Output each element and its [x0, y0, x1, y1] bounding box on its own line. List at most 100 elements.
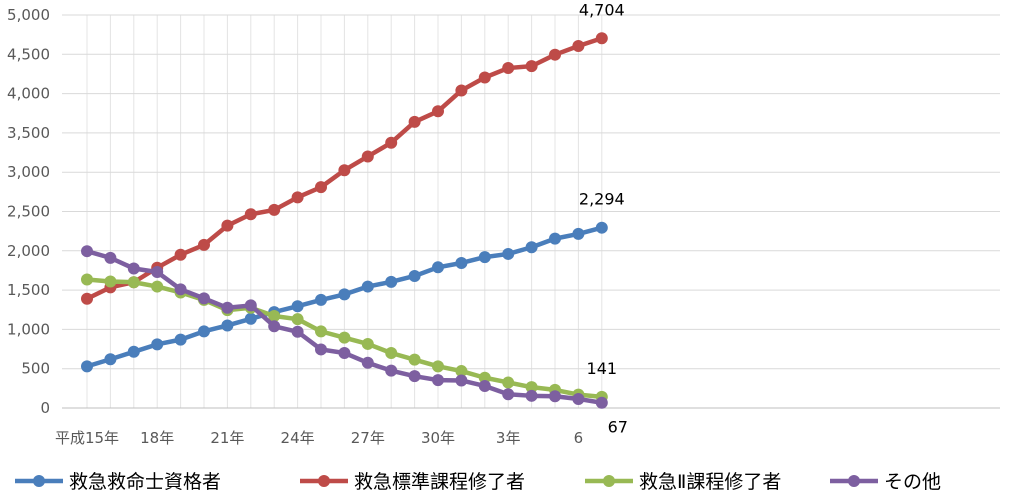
x-tick-label: 平成15年	[55, 429, 119, 447]
data-point	[502, 62, 515, 75]
data-point	[81, 292, 93, 305]
series-lines	[81, 32, 608, 409]
data-point	[291, 300, 304, 313]
data-point	[268, 203, 281, 216]
y-tick-label: 2,500	[7, 203, 50, 221]
legend-label: 救急救命士資格者	[69, 471, 221, 493]
x-tick-label: 18年	[140, 429, 174, 447]
series-3	[81, 245, 608, 409]
data-point	[478, 371, 491, 384]
data-point	[478, 71, 491, 84]
legend-item: 救急救命士資格者	[15, 471, 221, 493]
data-point	[104, 275, 117, 288]
y-tick-label: 4,000	[7, 85, 50, 103]
data-point	[595, 396, 608, 409]
data-point	[408, 353, 421, 366]
data-point	[525, 60, 538, 73]
data-point	[244, 208, 257, 221]
data-point	[174, 333, 187, 346]
data-point	[338, 346, 351, 359]
data-point	[104, 251, 117, 264]
data-label: 67	[608, 418, 628, 437]
data-point	[127, 276, 140, 289]
data-point	[291, 313, 304, 326]
data-point	[151, 338, 164, 351]
data-point	[385, 275, 398, 288]
data-point	[244, 299, 257, 312]
data-point	[432, 360, 444, 373]
legend-item: その他	[830, 471, 941, 493]
x-tick-label: 27年	[351, 429, 385, 447]
data-point	[81, 273, 93, 286]
data-point	[221, 301, 234, 314]
data-point	[198, 238, 210, 251]
data-point	[549, 390, 561, 403]
data-point	[385, 346, 398, 359]
x-tick-label: 6	[574, 429, 584, 447]
data-point	[151, 266, 164, 279]
data-point	[549, 48, 561, 61]
series-1	[81, 32, 608, 305]
data-point	[127, 262, 140, 275]
data-point	[408, 269, 421, 282]
data-point	[174, 248, 187, 261]
data-point	[198, 325, 210, 338]
data-point	[385, 364, 398, 377]
data-point	[502, 247, 515, 260]
data-label: 4,704	[579, 0, 625, 19]
data-point	[478, 379, 491, 392]
y-tick-label: 1,000	[7, 320, 50, 338]
data-point	[268, 310, 281, 323]
data-point	[572, 40, 585, 53]
legend-marker	[318, 475, 330, 487]
data-point	[221, 219, 234, 232]
data-point	[385, 136, 398, 149]
data-point	[151, 280, 164, 293]
legend-marker	[603, 475, 615, 487]
data-point	[525, 241, 538, 254]
data-point	[361, 150, 374, 163]
y-tick-label: 500	[21, 360, 50, 378]
data-point	[432, 261, 444, 274]
x-tick-label: 30年	[421, 429, 455, 447]
data-label: 141	[587, 359, 618, 378]
gridlines	[62, 14, 1000, 409]
data-point	[361, 280, 374, 293]
data-point	[104, 353, 117, 366]
legend-marker	[848, 475, 860, 487]
data-point	[408, 370, 421, 383]
data-point	[455, 256, 468, 269]
y-tick-label: 0	[40, 399, 50, 417]
y-tick-label: 4,500	[7, 45, 50, 63]
data-point	[525, 389, 538, 402]
x-tick-label: 3年	[496, 429, 521, 447]
data-point	[315, 293, 327, 306]
data-point	[455, 84, 468, 97]
data-point	[455, 374, 468, 387]
series-0	[81, 221, 608, 373]
data-labels: 4,704 2,294 141 67	[579, 0, 628, 436]
y-tick-label: 1,500	[7, 281, 50, 299]
data-point	[315, 181, 327, 194]
data-point	[408, 115, 421, 128]
y-tick-label: 5,000	[7, 6, 50, 24]
data-point	[198, 292, 210, 305]
data-point	[315, 343, 327, 356]
data-point	[572, 392, 585, 405]
data-point	[361, 356, 374, 369]
data-point	[572, 227, 585, 240]
data-point	[478, 251, 491, 264]
y-tick-label: 3,500	[7, 124, 50, 142]
data-point	[268, 320, 281, 333]
legend-item: 救急標準課程修了者	[300, 471, 525, 493]
data-point	[525, 381, 538, 394]
data-point	[432, 374, 444, 387]
data-point	[174, 283, 187, 296]
legend-label: 救急Ⅱ課程修了者	[639, 471, 781, 493]
y-tick-label: 2,000	[7, 242, 50, 260]
legend-marker	[33, 475, 45, 487]
x-tick-label: 24年	[281, 429, 315, 447]
data-point	[291, 325, 304, 338]
